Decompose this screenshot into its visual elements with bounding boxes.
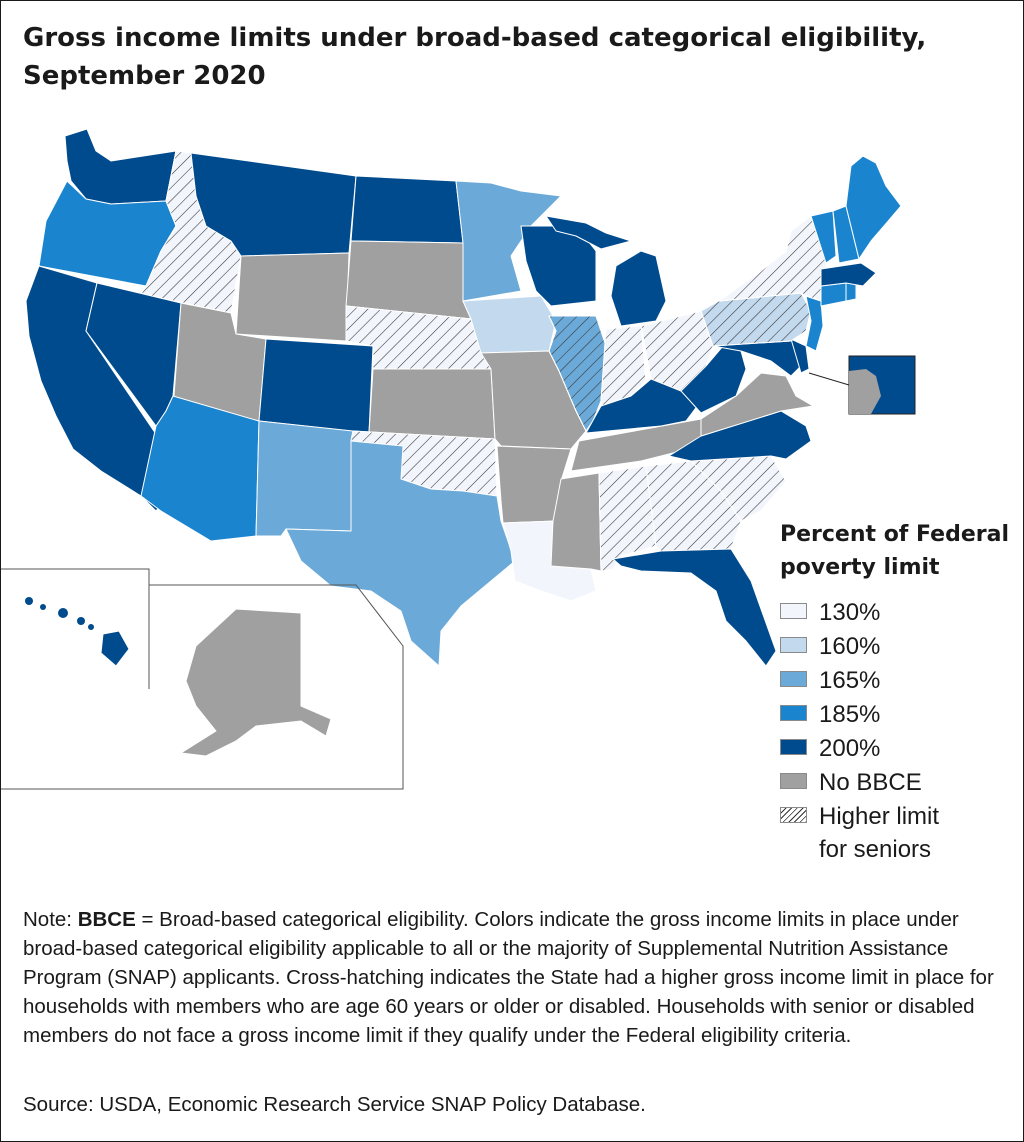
hawaii-island	[40, 604, 46, 610]
state-shape	[285, 440, 516, 667]
state-shape	[350, 175, 464, 244]
legend-swatch	[780, 637, 807, 653]
state-shape	[845, 155, 902, 260]
state-illinois	[548, 315, 607, 432]
legend-label: No BBCE	[819, 769, 922, 796]
state-michigan	[545, 215, 667, 327]
state-shape	[100, 630, 130, 667]
state-shape	[810, 210, 837, 264]
legend-swatch	[780, 739, 807, 755]
state-shape	[820, 282, 847, 307]
hawaii-island	[77, 617, 85, 625]
hawaii-island	[88, 624, 94, 630]
state-minnesota	[455, 180, 562, 302]
state-washington	[64, 128, 177, 205]
state-shape	[25, 265, 182, 512]
legend-label: Higher limit for seniors	[819, 803, 940, 863]
state-new-jersey	[805, 295, 824, 352]
state-shape	[235, 252, 350, 342]
state-texas	[285, 440, 516, 667]
state-massachusetts	[820, 262, 877, 287]
state-georgia	[645, 460, 742, 552]
legend-swatch	[780, 807, 807, 823]
state-shape	[258, 338, 374, 434]
state-new-york	[718, 215, 827, 302]
state-new-mexico	[255, 420, 354, 537]
legend-heading: Percent of Federal poverty limit	[780, 522, 1010, 580]
legend-label: 160%	[819, 633, 881, 660]
footnote: Note: BBCE = Broad-based categorical eli…	[23, 905, 1008, 1050]
senior-hatch	[548, 315, 607, 432]
state-alaska	[180, 608, 332, 757]
legend-label: 130%	[819, 599, 881, 626]
state-shape	[345, 240, 472, 320]
legend-swatch	[780, 773, 807, 789]
state-wyoming	[235, 252, 350, 342]
state-vermont	[810, 210, 837, 264]
note-prefix: Note:	[23, 908, 78, 931]
state-shape	[610, 250, 667, 327]
legend-swatch	[780, 671, 807, 687]
state-shape	[820, 262, 877, 287]
state-colorado	[258, 338, 374, 434]
hawaii-island	[25, 597, 33, 605]
dc-leader-line	[808, 372, 850, 386]
state-shape	[64, 128, 177, 205]
state-shape	[455, 180, 562, 302]
state-alabama	[598, 465, 657, 572]
state-shape	[180, 608, 332, 757]
senior-hatch	[718, 215, 827, 302]
state-pennsylvania	[700, 292, 812, 347]
state-shape	[845, 282, 857, 302]
legend-label: 185%	[819, 701, 881, 728]
note-text: = Broad-based categorical eligibility. C…	[23, 908, 994, 1047]
senior-hatch	[700, 292, 812, 347]
state-rhode-island	[845, 282, 857, 302]
legend-label: 165%	[819, 667, 881, 694]
state-ohio	[640, 310, 714, 397]
state-hawaii	[100, 630, 130, 667]
state-west-virginia	[680, 345, 747, 414]
state-delaware	[790, 338, 810, 374]
legend-label: 200%	[819, 735, 881, 762]
hawaii-island	[58, 608, 68, 618]
state-shape	[790, 338, 810, 374]
dc-zoom-virginia	[849, 369, 881, 414]
state-shape	[255, 420, 354, 537]
state-shape	[368, 368, 496, 440]
state-shape	[680, 345, 747, 414]
note-term: BBCE	[77, 908, 136, 931]
legend-swatch	[780, 705, 807, 721]
state-shape	[612, 548, 777, 667]
state-south-dakota	[345, 240, 472, 320]
state-shape	[700, 372, 814, 437]
state-north-dakota	[350, 175, 464, 244]
state-california	[25, 265, 182, 512]
state-connecticut	[820, 282, 847, 307]
source-line: Source: USDA, Economic Research Service …	[23, 1093, 646, 1116]
map-title: Gross income limits under broad-based ca…	[23, 23, 927, 91]
state-florida	[612, 548, 777, 667]
state-virginia	[700, 372, 814, 437]
state-maine	[845, 155, 902, 260]
state-kansas	[368, 368, 496, 440]
state-shape	[805, 295, 824, 352]
legend-swatch	[780, 603, 807, 619]
state-shape	[545, 215, 632, 250]
